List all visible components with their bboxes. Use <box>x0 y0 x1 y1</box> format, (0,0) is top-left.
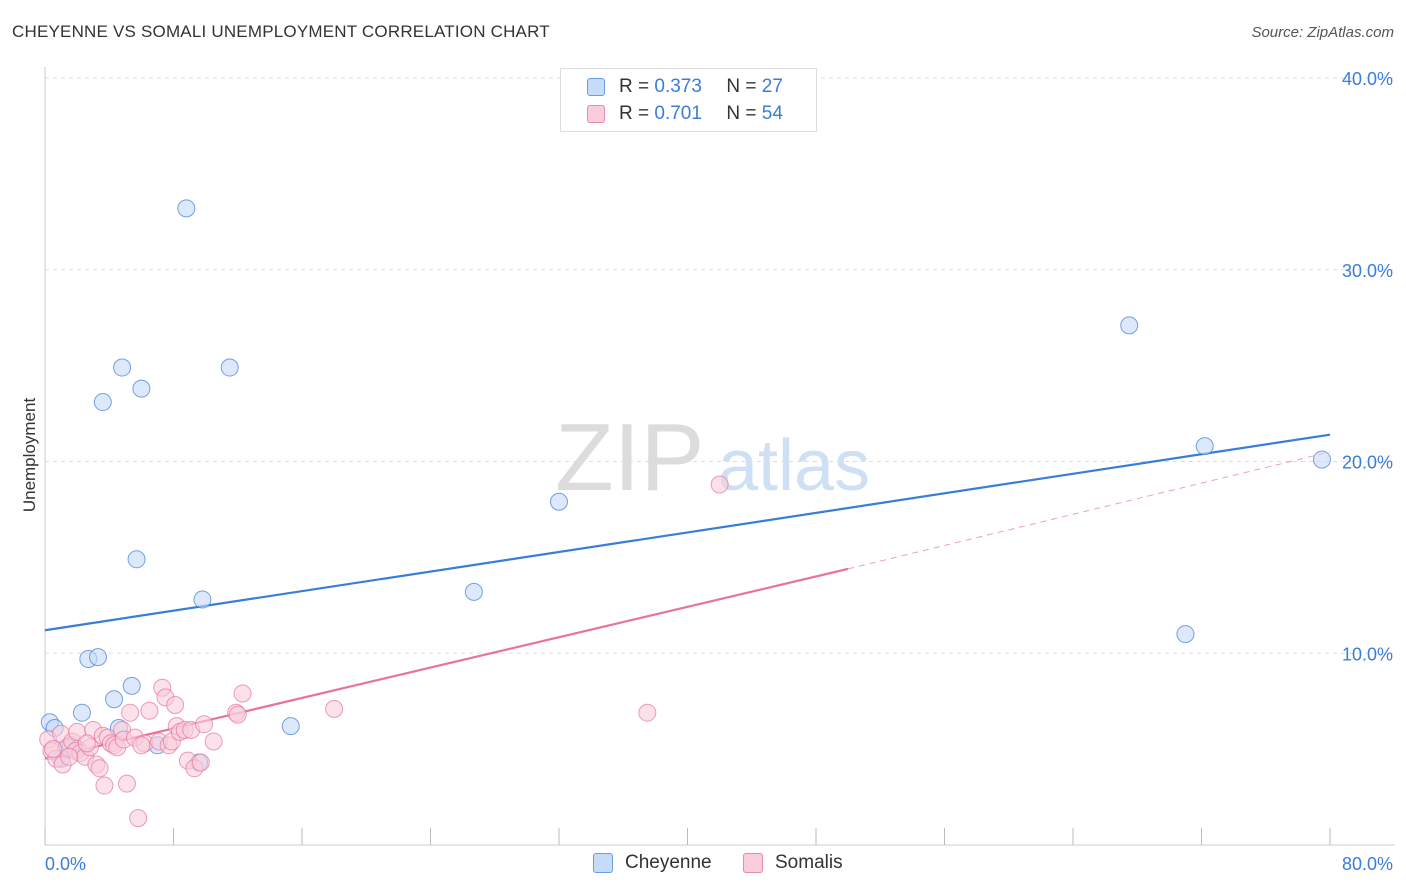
point-somalis <box>117 774 136 793</box>
trend-line-somalis <box>44 567 849 760</box>
series-legend-cheyenne[interactable]: Cheyenne <box>593 852 712 874</box>
legend-n-value-cheyenne: 27 <box>761 76 783 97</box>
point-cheyenne <box>177 199 196 218</box>
y-tick-label: 20.0% <box>1342 453 1393 473</box>
x-tick-label-min: 0.0% <box>45 854 86 874</box>
point-cheyenne <box>193 590 212 609</box>
point-cheyenne <box>72 703 91 722</box>
point-somalis <box>325 699 344 718</box>
point-somalis <box>228 705 247 724</box>
legend-r-value-somalis: 0.701 <box>654 103 702 124</box>
point-cheyenne <box>1120 316 1139 335</box>
correlation-legend: R = 0.373 N = 27 R = 0.701 N = 54 <box>560 68 817 132</box>
point-somalis <box>166 696 185 715</box>
point-somalis <box>204 732 223 751</box>
legend-row-cheyenne: R = 0.373 N = 27 <box>587 75 783 99</box>
legend-n-label: N = <box>726 103 757 124</box>
point-somalis <box>191 753 210 772</box>
point-cheyenne <box>89 648 108 667</box>
point-somalis <box>132 736 151 755</box>
point-cheyenne <box>132 379 151 398</box>
legend-n-value-somalis: 54 <box>761 103 783 124</box>
trend-line-somalis-extrapolated <box>848 451 1331 570</box>
point-cheyenne <box>105 690 124 709</box>
point-cheyenne <box>113 358 132 377</box>
point-cheyenne <box>127 550 146 569</box>
data-points <box>39 199 1331 828</box>
point-cheyenne <box>1176 625 1195 644</box>
y-tick-label: 40.0% <box>1342 69 1393 89</box>
gridlines <box>45 77 1395 654</box>
legend-r-label: R = <box>619 103 650 124</box>
y-tick-label: 30.0% <box>1342 261 1393 281</box>
y-tick-label: 10.0% <box>1342 644 1393 664</box>
point-somalis <box>44 740 63 759</box>
point-cheyenne <box>464 582 483 601</box>
legend-r-label: R = <box>619 76 650 97</box>
watermark-atlas: atlas <box>718 426 870 506</box>
trend-line-cheyenne <box>44 433 1331 632</box>
point-cheyenne <box>281 717 300 736</box>
point-somalis <box>233 684 252 703</box>
point-cheyenne <box>220 358 239 377</box>
point-somalis <box>60 747 79 766</box>
point-cheyenne <box>1195 437 1214 456</box>
legend-r-value-cheyenne: 0.373 <box>654 76 702 97</box>
watermark: ZIP atlas <box>555 404 870 511</box>
point-cheyenne <box>122 676 141 695</box>
series-swatch-cheyenne <box>593 853 613 873</box>
point-cheyenne <box>550 492 568 511</box>
point-somalis <box>129 809 148 828</box>
point-cheyenne <box>1312 450 1331 469</box>
legend-n-label: N = <box>726 76 757 97</box>
series-legend-somalis[interactable]: Somalis <box>743 852 843 874</box>
point-somalis <box>77 734 96 753</box>
series-swatch-somalis <box>743 853 763 873</box>
watermark-zip: ZIP <box>555 404 704 511</box>
chart-title: CHEYENNE VS SOMALI UNEMPLOYMENT CORRELAT… <box>12 22 550 41</box>
point-somalis <box>140 701 159 720</box>
axes <box>44 67 1395 846</box>
point-somalis <box>121 703 140 722</box>
point-somalis <box>95 776 114 795</box>
series-label-cheyenne: Cheyenne <box>625 852 712 873</box>
point-somalis <box>710 475 729 494</box>
tick-labels: 10.0% 20.0% 30.0% 40.0% 0.0% 80.0% <box>45 69 1393 874</box>
point-cheyenne <box>93 393 112 412</box>
x-tick-label-max: 80.0% <box>1342 854 1393 874</box>
point-somalis <box>195 715 214 734</box>
point-somalis <box>90 759 109 778</box>
legend-swatch-cheyenne <box>587 78 605 96</box>
series-label-somalis: Somalis <box>775 852 843 873</box>
source-label: Source: ZipAtlas.com <box>1251 24 1394 41</box>
series-legend: Cheyenne Somalis <box>0 852 1406 878</box>
point-somalis <box>638 703 657 722</box>
legend-row-somalis: R = 0.701 N = 54 <box>587 102 783 126</box>
legend-swatch-somalis <box>587 105 605 123</box>
